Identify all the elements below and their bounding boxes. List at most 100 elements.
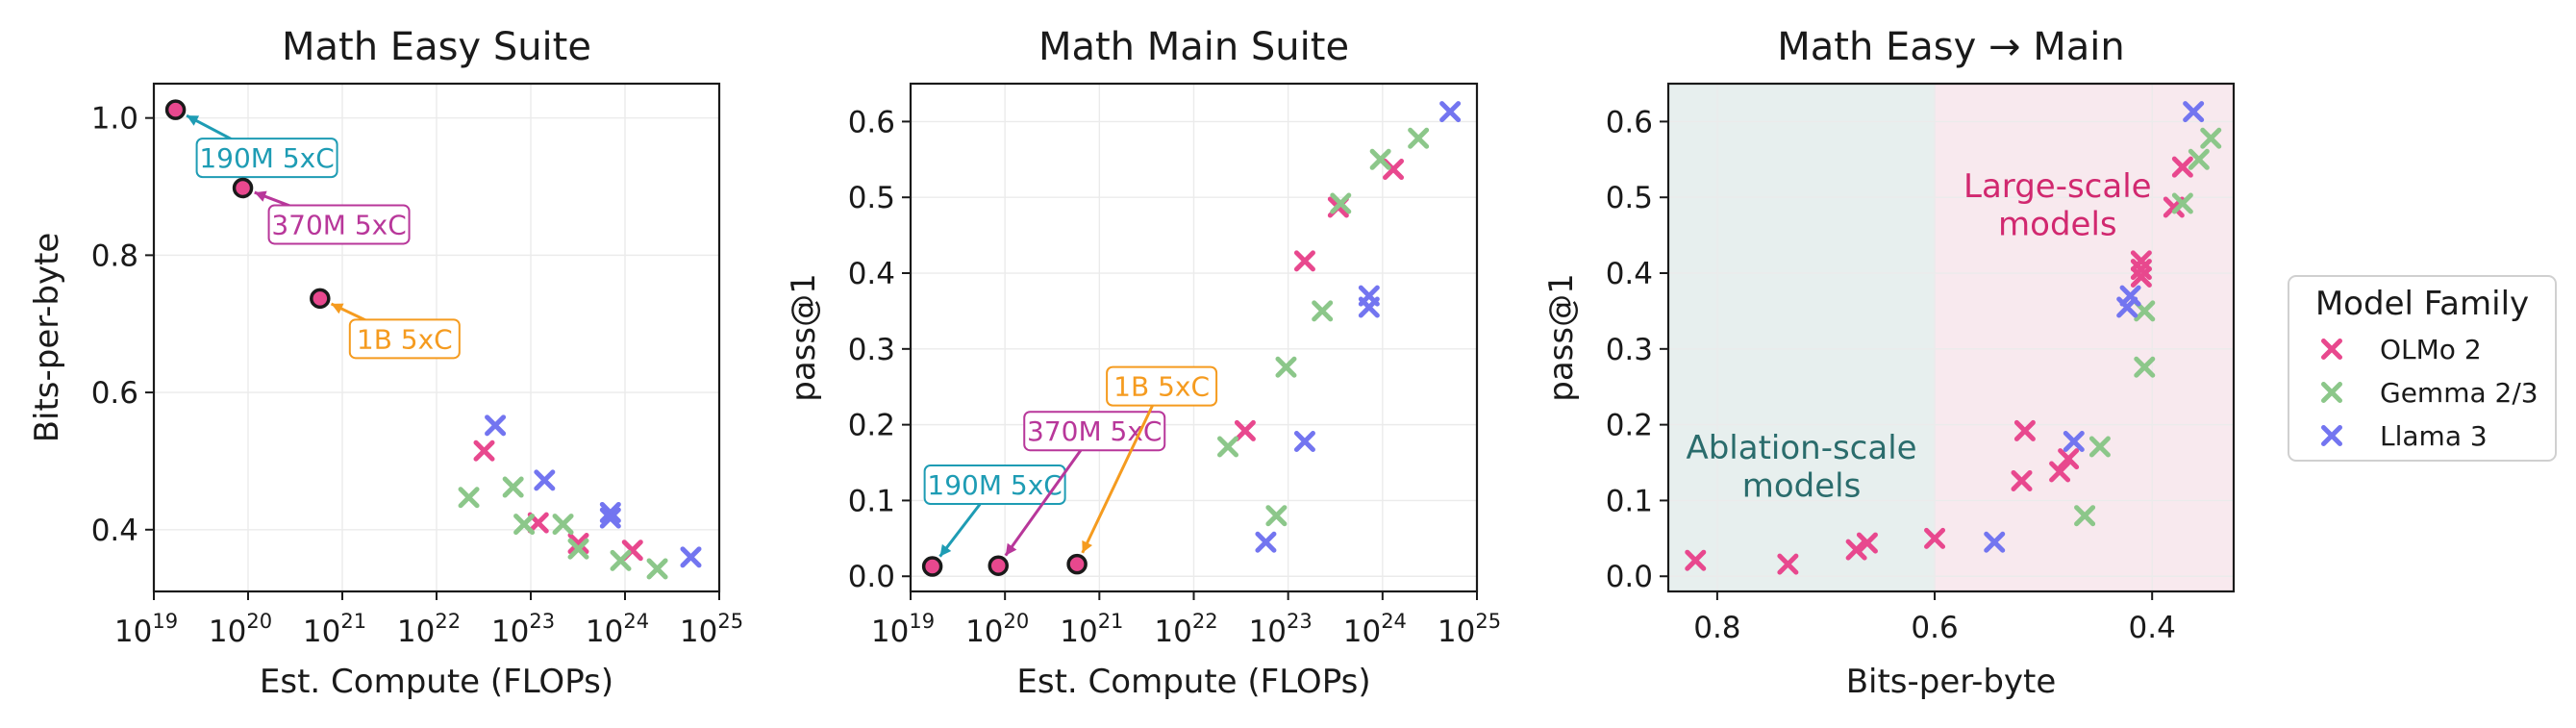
region-label-ablation-line1: Ablation-scale	[1686, 429, 1916, 467]
marker-olmo-2-6	[2011, 469, 2033, 491]
x-tick-label-2: 1021	[303, 610, 366, 649]
y-tick-label-4: 0.4	[1606, 257, 1653, 291]
y-tick-label-2: 0.8	[91, 238, 138, 273]
marker-gemma-2-3-2	[1275, 356, 1297, 378]
marker-llama-3-0	[485, 414, 507, 437]
annotation-box-0	[195, 138, 338, 179]
marker-gemma-2-3-6	[646, 558, 668, 580]
annotation-arrow-1	[1004, 430, 1096, 557]
x-tick-label-3: 1022	[1154, 610, 1217, 649]
x-tick-label-4: 1023	[491, 610, 555, 649]
region-label-large-line1: Large-scale	[1963, 167, 2152, 206]
legend-label-gemma-2-3: Gemma 2/3	[2380, 377, 2538, 409]
legend-title: Model Family	[2315, 285, 2529, 323]
marker-llama-3-3	[1358, 296, 1380, 318]
legend-label-olmo-2: OLMo 2	[2380, 334, 2482, 365]
marker-olmo-2-0	[1234, 419, 1256, 441]
marker-llama-3-2	[599, 501, 621, 523]
x-tick-label-4: 1023	[1249, 610, 1313, 649]
marker-gemma-2-3-2	[513, 514, 536, 536]
y-tick-label-2: 0.2	[1606, 409, 1653, 443]
annotation-arrowhead-1	[1005, 542, 1017, 556]
marker-llama-3-4	[2183, 101, 2205, 123]
highlight-point-0	[164, 99, 187, 120]
x-axis-label: Bits-per-byte	[1846, 663, 2057, 701]
annotation-label-1: 370M 5xC	[271, 209, 406, 240]
marker-gemma-2-3-6	[1408, 127, 1430, 149]
x-tick-label-1: 1020	[209, 610, 272, 649]
x-axis-label: Est. Compute (FLOPs)	[1016, 663, 1370, 701]
y-tick-label-1: 0.1	[848, 484, 895, 518]
marker-olmo-2-2	[567, 533, 589, 555]
legend-marker-gemma-2-3	[2321, 382, 2342, 403]
highlight-point-1	[988, 555, 1009, 576]
highlight-point-2	[1066, 553, 1088, 575]
highlight-point-2	[310, 288, 331, 310]
chart-title: Math Easy Suite	[282, 25, 591, 69]
marker-gemma-2-3-4	[1330, 192, 1352, 214]
panels: 1019 1020 1021 1022 1023 1024 1025 0.4 0.6 0.8 1.0…	[28, 25, 2236, 701]
legend-label-llama-3: Llama 3	[2380, 420, 2488, 452]
y-tick-label-1: 0.6	[91, 376, 138, 411]
annotation-label-0: 190M 5xC	[927, 469, 1062, 501]
annotation-arrow-2	[1081, 385, 1163, 554]
marker-gemma-2-3-1	[502, 476, 524, 498]
x-tick-label-6: 1025	[680, 610, 743, 649]
marker-olmo-2-4	[1924, 527, 1946, 549]
annotation-label-1: 370M 5xC	[1027, 415, 1162, 447]
region-ablation	[1668, 84, 1936, 591]
marker-llama-3-4	[1439, 101, 1462, 123]
legend-marker-olmo-2	[2321, 339, 2342, 360]
marker-gemma-2-3-1	[1265, 505, 1288, 527]
x-tick-label-5: 1024	[586, 610, 649, 649]
marker-llama-3-3	[599, 507, 621, 529]
marker-gemma-2-3-3	[1312, 300, 1334, 322]
y-axis-label: pass@1	[785, 273, 823, 401]
annotation-label-0: 190M 5xC	[199, 142, 334, 174]
marker-gemma-2-3-1	[2088, 436, 2111, 458]
y-tick-label-1: 0.1	[1606, 484, 1653, 518]
marker-gemma-2-3-5	[2188, 148, 2210, 170]
x-tick-label-0: 0.8	[1693, 611, 1740, 645]
marker-llama-3-0	[1255, 531, 1277, 553]
marker-gemma-2-3-3	[552, 514, 574, 536]
x-tick-label-5: 1024	[1343, 610, 1407, 649]
annotation-arrowhead-2	[331, 303, 344, 314]
marker-olmo-2-1	[1777, 553, 1799, 575]
marker-gemma-2-3-0	[458, 487, 480, 509]
x-tick-label-1: 0.6	[1911, 611, 1958, 645]
marker-olmo-2-13	[2171, 156, 2193, 178]
highlight-point-1	[232, 177, 254, 199]
y-tick-label-5: 0.5	[1606, 181, 1653, 215]
chart-panel-2: 1019 1020 1021 1022 1023 1024 1025 0.0 0.1 0.2 0.3…	[785, 25, 1501, 701]
marker-olmo-2-3	[1856, 532, 1878, 554]
y-axis-label: pass@1	[1542, 273, 1581, 401]
marker-olmo-2-8	[2058, 448, 2080, 470]
marker-gemma-2-3-0	[2074, 505, 2096, 527]
chart-title: Math Easy → Main	[1777, 25, 2125, 69]
annotation-arrowhead-0	[187, 115, 200, 126]
plot-frame	[1666, 82, 2236, 593]
marker-gemma-2-3-6	[2200, 127, 2222, 149]
marker-olmo-2-5	[2013, 419, 2036, 441]
y-tick-label-0: 0.4	[91, 514, 138, 548]
x-axis-label: Est. Compute (FLOPs)	[260, 663, 613, 701]
legend-box	[2288, 275, 2557, 462]
x-tick-label-6: 1025	[1438, 610, 1501, 649]
marker-gemma-2-3-4	[567, 538, 589, 560]
marker-gemma-2-3-4	[2171, 192, 2193, 214]
x-tick-label-2: 1021	[1060, 610, 1123, 649]
x-tick-label-3: 1022	[397, 610, 461, 649]
marker-llama-3-1	[534, 469, 556, 491]
annotation-box-1	[1023, 411, 1166, 452]
y-tick-label-5: 0.5	[848, 181, 895, 215]
annotation-arrowhead-1	[254, 190, 267, 202]
marker-olmo-2-1	[1293, 250, 1315, 272]
y-tick-label-3: 1.0	[91, 102, 138, 137]
marker-gemma-2-3-0	[1217, 436, 1239, 458]
annotation-box-2	[1106, 365, 1218, 407]
marker-llama-3-0	[1984, 531, 2006, 553]
annotation-label-2: 1B 5xC	[1113, 371, 1210, 403]
chart-title: Math Main Suite	[1038, 25, 1349, 69]
